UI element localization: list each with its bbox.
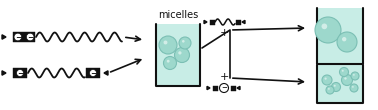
Polygon shape [204, 20, 207, 24]
Circle shape [14, 33, 22, 41]
Circle shape [342, 70, 344, 72]
Circle shape [182, 40, 184, 43]
Circle shape [167, 60, 170, 63]
Bar [13, 68, 27, 78]
Circle shape [334, 85, 336, 87]
Circle shape [351, 72, 359, 80]
Circle shape [159, 36, 177, 54]
Polygon shape [156, 24, 200, 86]
Circle shape [26, 33, 34, 41]
Circle shape [164, 40, 167, 44]
Bar [212, 85, 217, 91]
Circle shape [220, 83, 228, 93]
Bar [86, 68, 100, 78]
Text: −: − [17, 69, 23, 78]
Circle shape [322, 75, 332, 85]
Circle shape [315, 17, 341, 43]
Circle shape [352, 86, 354, 88]
Bar [209, 19, 214, 25]
Bar [13, 32, 35, 42]
Text: −: − [15, 33, 21, 42]
Text: +: + [219, 72, 229, 82]
Polygon shape [104, 71, 108, 75]
Polygon shape [242, 20, 245, 24]
Polygon shape [317, 65, 363, 103]
Polygon shape [317, 8, 363, 64]
Polygon shape [2, 35, 6, 39]
Text: +: + [219, 28, 229, 38]
Circle shape [324, 78, 327, 80]
Polygon shape [2, 71, 6, 75]
Circle shape [350, 84, 358, 92]
Circle shape [90, 70, 96, 76]
Circle shape [179, 37, 191, 49]
Circle shape [326, 86, 334, 94]
Circle shape [344, 77, 347, 80]
Circle shape [341, 74, 353, 85]
Text: micelles: micelles [158, 10, 198, 20]
Polygon shape [207, 86, 210, 90]
Circle shape [164, 57, 177, 70]
Circle shape [337, 32, 357, 52]
Circle shape [178, 51, 181, 55]
Circle shape [339, 68, 349, 76]
Circle shape [328, 88, 330, 90]
Text: −: − [27, 33, 33, 42]
Circle shape [332, 82, 341, 92]
Circle shape [175, 48, 189, 62]
Text: −: − [221, 85, 227, 91]
Circle shape [353, 74, 355, 76]
Bar [231, 85, 235, 91]
Bar [235, 19, 240, 25]
Circle shape [17, 70, 23, 76]
Text: −: − [90, 69, 96, 78]
Polygon shape [237, 86, 240, 90]
Circle shape [342, 37, 346, 41]
Circle shape [322, 24, 327, 29]
